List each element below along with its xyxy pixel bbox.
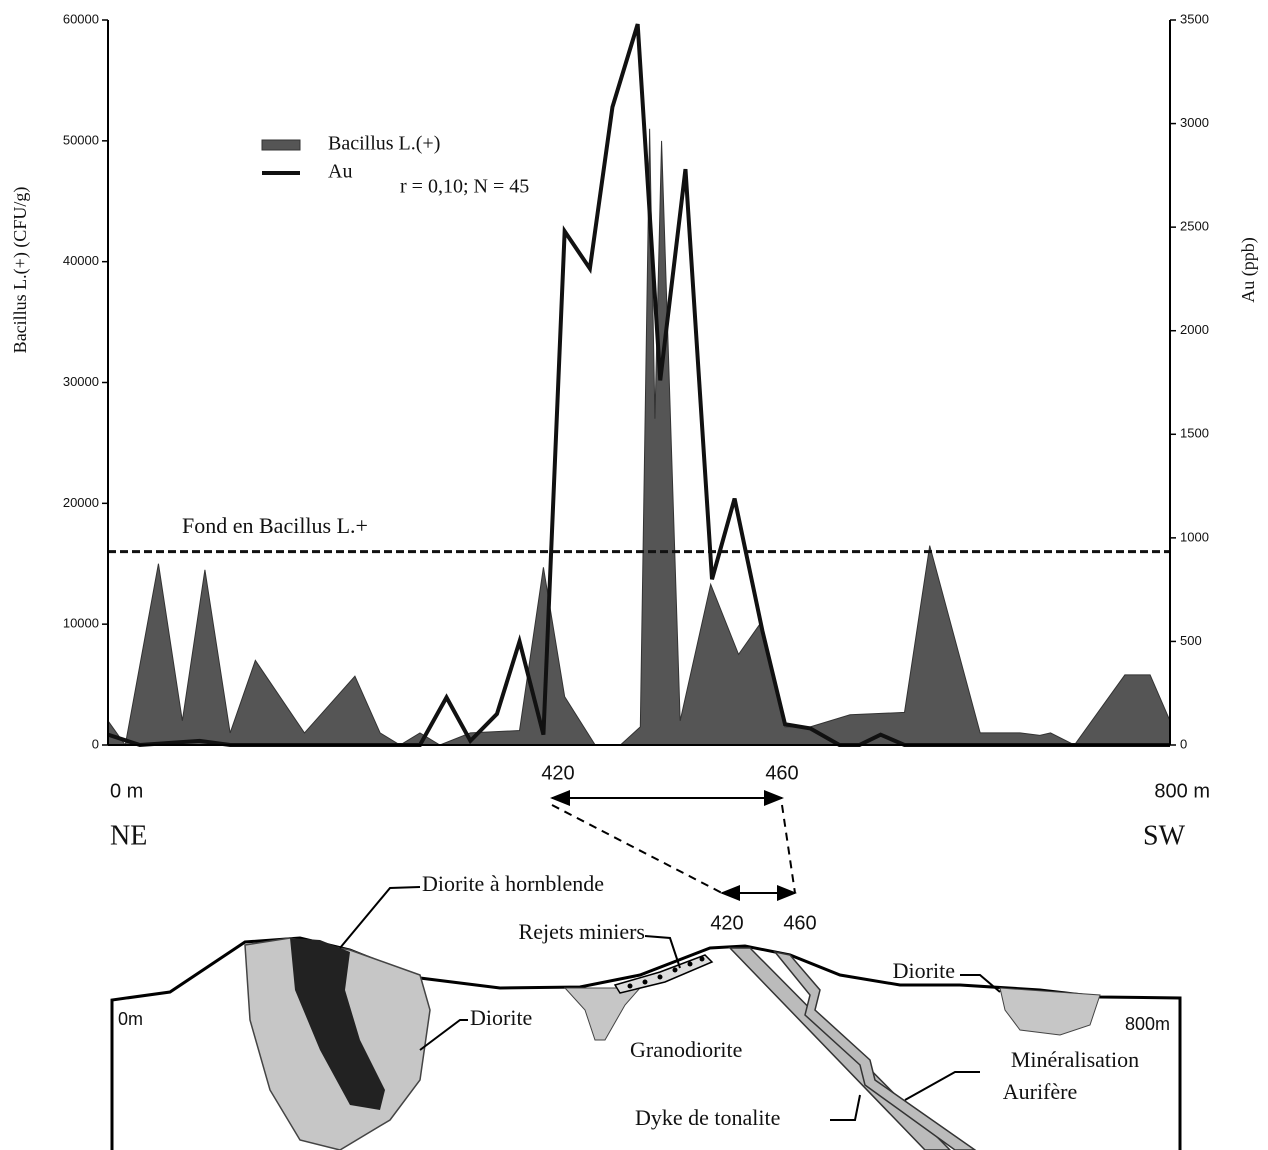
y2-tick-label: 2000 [1180,322,1209,337]
label: 0m [118,1009,143,1029]
diorite-body [999,987,1101,1036]
y2-tick-label: 3000 [1180,115,1209,130]
y2-axis-title: Au (ppb) [1238,237,1259,303]
legend-swatch [261,139,301,151]
label: 800m [1125,1014,1170,1034]
annotation: r = 0,10; N = 45 [400,176,529,198]
y-tick-label: 50000 [63,132,99,147]
direction-label: NE [110,820,147,851]
tailings-dots [627,956,705,989]
direction-label: SW [1143,820,1186,851]
label: Rejets miniers [519,919,645,944]
y-tick-label: 0 [92,736,99,751]
range-label: 420 [710,912,743,934]
y2-tick-label: 0 [1180,736,1187,751]
label: Diorite à hornblende [422,871,604,896]
y2-tick-label: 1000 [1180,529,1209,544]
label: Diorite [470,1005,532,1030]
leader [339,886,421,949]
y-tick-label: 30000 [63,374,99,389]
connector [781,804,796,894]
leader [644,935,681,969]
leader [960,974,1001,993]
area [107,128,1171,747]
label: Granodiorite [630,1037,742,1062]
line [107,23,1170,748]
y-tick-label: 20000 [63,495,99,510]
leader [419,1019,468,1051]
plot: 0 10000 20000 30000 40000 50000 60000 0 500 1000 1… [63,11,1209,751]
connector [551,804,723,894]
y-tick-label: 10000 [63,616,99,631]
y-axis-title: Bacillus L.(+) (CFU/g) [10,187,31,354]
cross-section: Diorite à hornblende Rejets miniers 0m 8… [110,871,1182,1150]
y2-tick-label: 500 [1180,633,1202,648]
range-label: 460 [765,762,798,784]
label: Diorite [893,958,955,983]
legend-label: Bacillus L.(+) [328,133,440,155]
label: Aurifère [1003,1079,1078,1104]
leader [830,1094,861,1121]
label: Minéralisation [1011,1047,1139,1072]
leader [904,1071,980,1101]
vein [773,950,977,1150]
y2-tick-label: 3500 [1180,11,1209,26]
y-tick-label: 60000 [63,11,99,26]
x-tick-label: 0 m [110,780,143,802]
range-label: 420 [541,762,574,784]
y2-tick-label: 2500 [1180,219,1209,234]
legend-label: Au [328,161,352,183]
x-tick-label: 800 m [1154,780,1210,802]
range-label: 460 [783,912,816,934]
hornblende-body [290,938,385,1110]
y-tick-label: 40000 [63,253,99,268]
background-label: Fond en Bacillus L.+ [182,513,368,538]
y2-tick-label: 1500 [1180,426,1209,441]
label: Dyke de tonalite [635,1105,780,1130]
